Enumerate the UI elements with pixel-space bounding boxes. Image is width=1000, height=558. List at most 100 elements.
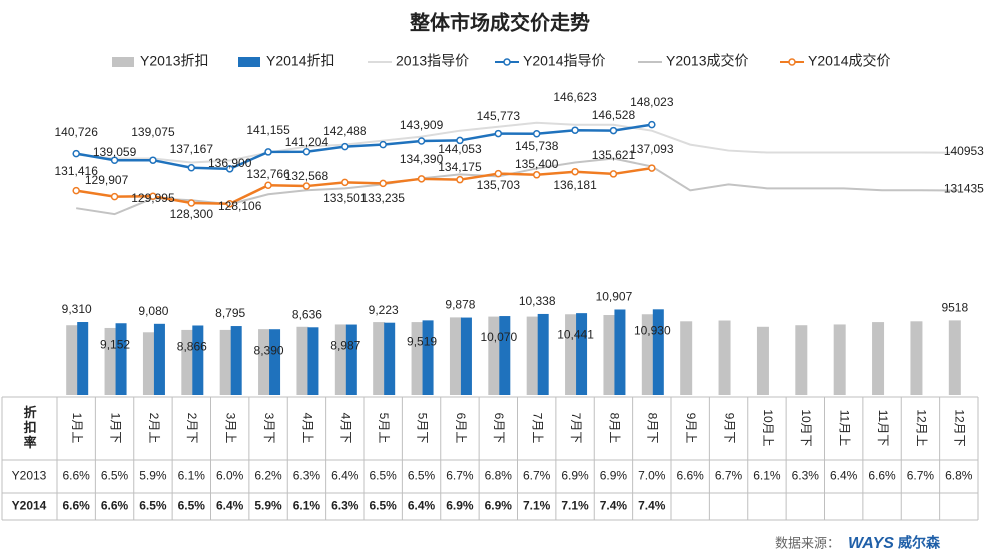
line-value-label: 145,773 <box>477 109 521 123</box>
row-label: Y2014 <box>12 499 47 513</box>
bar <box>181 329 194 395</box>
table-cell: 7.1% <box>561 499 589 513</box>
table-cell: 6.7% <box>446 469 474 483</box>
line-marker <box>571 167 579 176</box>
line-value-label: 140953 <box>944 144 984 158</box>
table-cell: 6.7% <box>907 469 935 483</box>
line-value-label: 140,726 <box>54 125 98 139</box>
line-value-label: 134,390 <box>400 152 444 166</box>
legend-swatch <box>112 57 134 67</box>
table-cell: 7.1% <box>523 499 551 513</box>
row-header: 折扣率 <box>22 405 37 451</box>
category-label: 2月下 <box>185 413 199 444</box>
bar-value-label: 10,907 <box>596 290 633 304</box>
line-marker <box>609 126 618 135</box>
bar-value-label: 8,866 <box>177 340 207 354</box>
bar-value-label: 10,930 <box>634 323 671 337</box>
line-value-label: 144,053 <box>438 142 482 156</box>
line-marker <box>341 178 349 187</box>
bar <box>872 322 885 395</box>
table-cell: 6.3% <box>293 469 321 483</box>
table-cell: 6.5% <box>178 499 206 513</box>
table-cell: 6.5% <box>408 469 436 483</box>
bar <box>488 316 501 395</box>
category-label: 10月下 <box>799 409 813 446</box>
table-cell: 6.5% <box>101 469 129 483</box>
bar-value-label: 8,987 <box>330 339 360 353</box>
category-label: 12月下 <box>953 409 967 446</box>
line-marker <box>110 192 119 201</box>
table-cell: 6.4% <box>216 499 244 513</box>
line-marker <box>456 136 464 145</box>
line-value-label: 129,995 <box>131 191 175 205</box>
table-cell: 6.3% <box>331 499 359 513</box>
table-cell: 6.9% <box>446 499 474 513</box>
legend-label: 2013指导价 <box>396 53 469 69</box>
table-cell: 7.4% <box>600 499 628 513</box>
table-cell: 6.6% <box>63 469 91 483</box>
bar-value-label: 9,152 <box>100 337 130 351</box>
line-marker <box>648 164 656 172</box>
line-marker <box>264 148 272 156</box>
row-label: Y2013 <box>12 469 47 483</box>
line-value-label: 137,167 <box>170 142 214 156</box>
line-value-label: 146,528 <box>592 108 636 122</box>
line-value-label: 143,909 <box>400 118 444 132</box>
line-marker <box>264 181 272 190</box>
line-value-label: 136,181 <box>553 178 597 192</box>
table-cell: 6.1% <box>293 499 321 513</box>
line <box>75 123 653 171</box>
line-value-label: 137,093 <box>630 142 674 156</box>
line-marker <box>225 165 234 173</box>
line-marker <box>417 175 426 183</box>
category-label: 10月上 <box>761 409 775 446</box>
bar <box>66 325 79 395</box>
bar-value-label: 9,519 <box>407 335 437 349</box>
bar <box>269 329 281 395</box>
table-cell: 6.5% <box>370 499 398 513</box>
line-marker <box>417 137 426 145</box>
source-brand-cn: 威尔森 <box>898 535 941 551</box>
line-value-label: 132,568 <box>285 169 329 183</box>
category-label: 4月下 <box>339 413 353 444</box>
table-cell: 6.4% <box>331 469 359 483</box>
bar-value-label: 9,080 <box>138 304 168 318</box>
line <box>75 166 653 206</box>
bar <box>652 309 664 395</box>
table-cell: 6.6% <box>868 469 896 483</box>
bar <box>296 326 309 395</box>
line-value-label: 128,300 <box>170 207 214 221</box>
table-cell: 6.3% <box>792 469 820 483</box>
bar-value-label: 9518 <box>941 301 968 315</box>
table-cell: 6.7% <box>523 469 551 483</box>
bar <box>576 313 588 395</box>
line-value-label: 135,400 <box>515 157 559 171</box>
line-marker <box>72 149 80 158</box>
table-cell: 6.6% <box>101 499 129 513</box>
bar <box>603 315 616 395</box>
bar-value-label: 10,338 <box>519 294 556 308</box>
table-cell: 6.5% <box>139 499 167 513</box>
bar <box>499 316 511 395</box>
table-cell: 5.9% <box>254 499 282 513</box>
bar <box>718 320 731 395</box>
line-value-label: 136,900 <box>208 156 252 170</box>
table-cell: 6.8% <box>945 469 973 483</box>
legend-label: Y2013成交价 <box>666 53 748 69</box>
table-cell: 6.9% <box>600 469 628 483</box>
line-value-label: 131,416 <box>54 164 98 178</box>
bar <box>384 322 396 395</box>
line-marker <box>110 156 119 165</box>
bar <box>833 324 846 395</box>
bar <box>614 309 626 395</box>
bar <box>77 322 89 395</box>
bar <box>680 321 693 395</box>
line-value-label: 135,703 <box>477 178 521 192</box>
line-value-label: 141,204 <box>285 135 329 149</box>
line-value-label: 141,155 <box>246 123 290 137</box>
bar-value-label: 9,223 <box>369 303 399 317</box>
category-label: 12月上 <box>914 409 928 446</box>
category-label: 8月下 <box>646 413 660 444</box>
line-marker <box>532 129 541 138</box>
bar-value-label: 10,441 <box>557 327 594 341</box>
